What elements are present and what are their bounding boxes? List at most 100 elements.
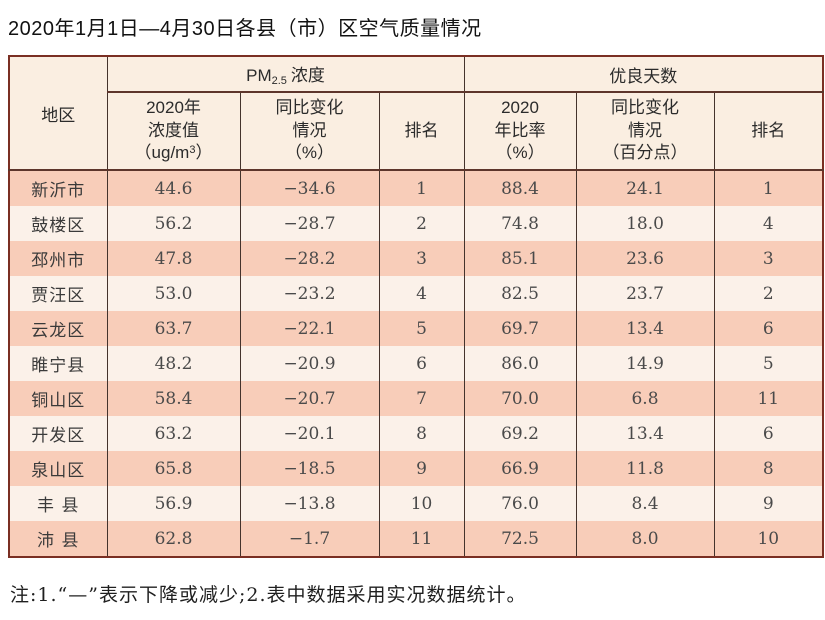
rate-change-line1: 同比变化 [611,98,680,118]
pm-value-cell: 53.0 [106,276,240,311]
pm-value-cell: 56.2 [106,206,240,241]
pm-value-cell: 56.9 [106,486,240,521]
footnote: 注:1.“—”表示下降或减少;2.表中数据采用实况数据统计。 [10,584,527,606]
column-header-pm-change: 同比变化 情况 （%） [239,92,379,171]
column-group-pm25: PM2.5 浓度 [106,56,465,93]
pm-value-cell: 63.2 [106,416,240,451]
rate-cell: 85.1 [463,241,577,276]
table-row: 云龙区 63.7 −22.1 5 69.7 13.4 6 [8,311,824,346]
rate-rank-cell: 10 [713,521,824,557]
pm25-subscript: 2.5 [271,75,287,87]
region-cell: 鼓楼区 [8,206,107,241]
rate-change-line2: 情况 [628,120,663,140]
region-cell: 新沂市 [8,170,107,206]
rate-change-cell: 13.4 [575,416,715,451]
region-cell: 贾汪区 [8,276,107,311]
rate-change-cell: 8.4 [575,486,715,521]
table-row: 丰 县 56.9 −13.8 10 76.0 8.4 9 [8,486,824,521]
pm-change-cell: −23.2 [239,276,379,311]
pm-value-cell: 65.8 [106,451,240,486]
table-row: 铜山区 58.4 −20.7 7 70.0 6.8 11 [8,381,824,416]
rate-cell: 76.0 [463,486,577,521]
rate-cell: 86.0 [463,346,577,381]
rate-change-cell: 23.7 [575,276,715,311]
rate-line2: 年比率 [494,120,546,140]
column-header-rate-rank: 排名 [713,92,824,171]
column-header-rate-change: 同比变化 情况 （百分点） [575,92,715,171]
pm-value-unit: （ug/m3） [134,143,213,163]
table-row: 新沂市 44.6 −34.6 1 88.4 24.1 1 [8,170,824,206]
region-cell: 铜山区 [8,381,107,416]
pm-change-cell: −28.2 [239,241,379,276]
table-row: 泉山区 65.8 −18.5 9 66.9 11.8 8 [8,451,824,486]
rate-change-cell: 13.4 [575,311,715,346]
pm-value-cell: 63.7 [106,311,240,346]
region-cell: 沛 县 [8,521,107,557]
pm-change-cell: −20.7 [239,381,379,416]
column-header-region: 地区 [8,56,107,171]
column-header-rate: 2020 年比率 （%） [463,92,577,171]
pm25-prefix: PM [246,66,272,85]
rate-cell: 72.5 [463,521,577,557]
pm-rank-cell: 4 [378,276,465,311]
region-cell: 云龙区 [8,311,107,346]
rate-rank-cell: 3 [713,241,824,276]
rate-rank-cell: 1 [713,170,824,206]
rate-rank-cell: 4 [713,206,824,241]
pm-value-cell: 58.4 [106,381,240,416]
rate-rank-cell: 11 [713,381,824,416]
pm-value-cell: 62.8 [106,521,240,557]
rate-cell: 88.4 [463,170,577,206]
pm-rank-cell: 11 [378,521,465,557]
pm-change-cell: −1.7 [239,521,379,557]
pm-change-cell: −34.6 [239,170,379,206]
pm-rank-cell: 9 [378,451,465,486]
header-sub-row: 2020年 浓度值 （ug/m3） 同比变化 情况 （%） 排名 2020 年比… [9,92,824,171]
rate-cell: 70.0 [463,381,577,416]
rate-cell: 74.8 [463,206,577,241]
rate-change-cell: 24.1 [575,170,715,206]
region-cell: 泉山区 [8,451,107,486]
table-row: 开发区 63.2 −20.1 8 69.2 13.4 6 [8,416,824,451]
rate-unit: （%） [495,143,545,163]
pm-rank-cell: 7 [378,381,465,416]
rate-rank-cell: 8 [713,451,824,486]
pm-change-cell: −13.8 [239,486,379,521]
page-title: 2020年1月1日—4月30日各县（市）区空气质量情况 [8,18,482,40]
table-row: 鼓楼区 56.2 −28.7 2 74.8 18.0 4 [8,206,824,241]
pm-value-line2: 浓度值 [148,120,199,140]
region-cell: 邳州市 [8,241,107,276]
pm-change-cell: −18.5 [239,451,379,486]
rate-change-cell: 6.8 [575,381,715,416]
rate-rank-cell: 5 [713,346,824,381]
rate-rank-cell: 6 [713,416,824,451]
rate-rank-cell: 2 [713,276,824,311]
pm-rank-cell: 5 [378,311,465,346]
pm-value-line1: 2020年 [146,98,201,118]
pm-rank-cell: 1 [378,170,465,206]
column-header-pm-value: 2020年 浓度值 （ug/m3） [106,92,240,171]
rate-cell: 69.2 [463,416,577,451]
pm-value-cell: 47.8 [106,241,240,276]
region-cell: 丰 县 [8,486,107,521]
pm25-suffix: 浓度 [290,66,325,85]
pm-rank-cell: 6 [378,346,465,381]
rate-change-cell: 8.0 [575,521,715,557]
region-cell: 睢宁县 [8,346,107,381]
rate-rank-cell: 6 [713,311,824,346]
table-row: 睢宁县 48.2 −20.9 6 86.0 14.9 5 [8,346,824,381]
pm-change-unit: （%） [284,143,335,163]
rate-change-cell: 14.9 [575,346,715,381]
rate-change-cell: 11.8 [575,451,715,486]
table-row: 沛 县 62.8 −1.7 11 72.5 8.0 10 [8,521,824,557]
pm-change-cell: −22.1 [239,311,379,346]
header-group-row: 地区 PM2.5 浓度 优良天数 [8,56,824,171]
table-body: 新沂市 44.6 −34.6 1 88.4 24.1 1 鼓楼区 56.2 −2… [8,170,824,557]
pm-value-cell: 48.2 [106,346,240,381]
pm-change-cell: −20.9 [239,346,379,381]
table-row: 贾汪区 53.0 −23.2 4 82.5 23.7 2 [8,276,824,311]
rate-rank-cell: 9 [713,486,824,521]
pm-rank-cell: 8 [378,416,465,451]
pm-rank-cell: 2 [378,206,465,241]
